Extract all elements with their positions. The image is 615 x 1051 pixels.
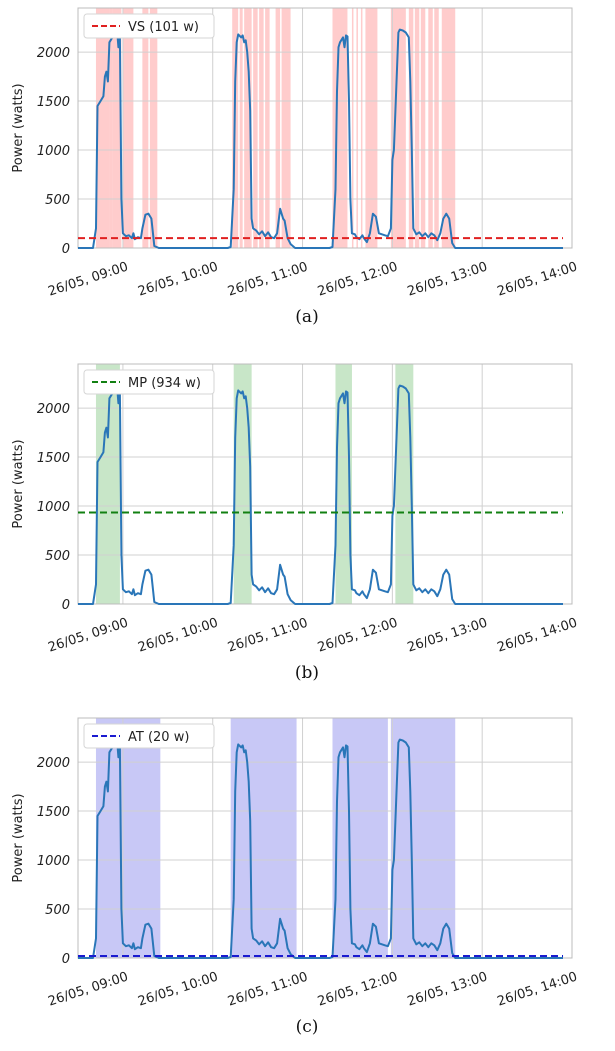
panel-caption: (c) <box>296 1017 319 1037</box>
y-axis-label: Power (watts) <box>11 793 26 882</box>
shaded-region-5 <box>142 8 149 248</box>
plot-area <box>78 8 572 248</box>
chart-panel-2: 0 500 1000 1500 2000 26/05, 09:00 26/05, 10:00… <box>11 363 579 683</box>
chart-panel-1: 0 500 1000 1500 2000 26/05, 09:00 26/05, 10:00… <box>11 7 579 327</box>
shaded-region-1 <box>95 364 120 604</box>
legend: AT (20 w) <box>83 723 215 749</box>
shaded-region-2 <box>230 718 297 958</box>
shaded-region-12 <box>265 8 270 248</box>
legend-box <box>83 369 215 395</box>
x-tick-label: 26/05, 14:00 <box>495 970 579 1010</box>
shaded-region-4 <box>395 364 414 604</box>
power-series-line <box>78 736 563 959</box>
shaded-region-3 <box>112 8 122 248</box>
x-tick-label: 26/05, 09:00 <box>46 616 130 656</box>
x-tick-label: 26/05, 14:00 <box>495 616 579 656</box>
x-tick-label: 26/05, 13:00 <box>406 616 490 656</box>
shaded-region-17 <box>356 8 358 248</box>
y-axis-label: Power (watts) <box>11 439 26 528</box>
shaded-region-2 <box>233 364 252 604</box>
y-tick-label: 1000 <box>37 144 70 159</box>
shaded-region-26 <box>441 8 456 248</box>
x-tick-label: 26/05, 11:00 <box>226 616 310 656</box>
shaded-region-20 <box>390 8 406 248</box>
power-series-line <box>78 382 563 605</box>
legend: VS (101 w) <box>83 13 215 39</box>
y-tick-label: 0 <box>62 952 70 967</box>
x-tick-label: 26/05, 11:00 <box>226 970 310 1010</box>
legend-label: MP (934 w) <box>128 376 201 391</box>
x-tick-label: 26/05, 10:00 <box>136 970 220 1010</box>
y-tick-label: 500 <box>45 903 70 918</box>
shaded-region-14 <box>281 8 291 248</box>
y-tick-label: 1000 <box>37 500 70 515</box>
y-tick-label: 1500 <box>37 95 70 110</box>
x-tick-label: 26/05, 12:00 <box>316 970 400 1010</box>
shaded-region-23 <box>420 8 426 248</box>
x-tick-label: 26/05, 12:00 <box>316 260 400 300</box>
shaded-region-2 <box>109 8 113 248</box>
x-tick-label: 26/05, 10:00 <box>136 260 220 300</box>
x-tick-label: 26/05, 14:00 <box>495 260 579 300</box>
shaded-region-8 <box>239 8 243 248</box>
legend: MP (934 w) <box>83 369 215 395</box>
shaded-region-4 <box>122 8 134 248</box>
power-series-line <box>78 26 563 249</box>
x-tick-label: 26/05, 11:00 <box>226 260 310 300</box>
y-tick-label: 2000 <box>37 402 70 417</box>
x-tick-label: 26/05, 10:00 <box>136 616 220 656</box>
panel-caption: (a) <box>295 307 318 327</box>
legend-label: VS (101 w) <box>128 20 199 35</box>
y-tick-label: 2000 <box>37 756 70 771</box>
y-tick-label: 500 <box>45 549 70 564</box>
y-tick-label: 2000 <box>37 46 70 61</box>
y-tick-label: 1500 <box>37 805 70 820</box>
shaded-region-1 <box>95 8 110 248</box>
shaded-region-24 <box>428 8 433 248</box>
shaded-region-25 <box>434 8 439 248</box>
y-tick-label: 0 <box>62 242 70 257</box>
y-tick-label: 1000 <box>37 854 70 869</box>
x-tick-label: 26/05, 12:00 <box>316 616 400 656</box>
shaded-region-18 <box>360 8 363 248</box>
shaded-region-1 <box>95 718 161 958</box>
plot-area <box>78 364 572 604</box>
shaded-region-19 <box>365 8 378 248</box>
y-tick-label: 500 <box>45 193 70 208</box>
legend-label: AT (20 w) <box>128 730 189 745</box>
legend-box <box>83 723 215 749</box>
chart-panel-3: 0 500 1000 1500 2000 26/05, 09:00 26/05, 10:00… <box>11 717 579 1037</box>
y-tick-label: 1500 <box>37 451 70 466</box>
y-axis-label: Power (watts) <box>11 83 26 172</box>
shaded-region-22 <box>414 8 420 248</box>
shaded-region-11 <box>259 8 264 248</box>
shaded-region-3 <box>332 718 388 958</box>
y-tick-label: 0 <box>62 598 70 613</box>
x-tick-label: 26/05, 13:00 <box>406 970 490 1010</box>
legend-box <box>83 13 215 39</box>
x-tick-label: 26/05, 09:00 <box>46 260 130 300</box>
shaded-region-10 <box>253 8 258 248</box>
shaded-region-16 <box>351 8 354 248</box>
x-tick-label: 26/05, 09:00 <box>46 970 130 1010</box>
shaded-region-13 <box>275 8 281 248</box>
panel-caption: (b) <box>295 663 319 683</box>
shaded-region-6 <box>149 8 158 248</box>
shaded-region-4 <box>390 718 456 958</box>
x-tick-label: 26/05, 13:00 <box>406 260 490 300</box>
shaded-region-9 <box>244 8 252 248</box>
